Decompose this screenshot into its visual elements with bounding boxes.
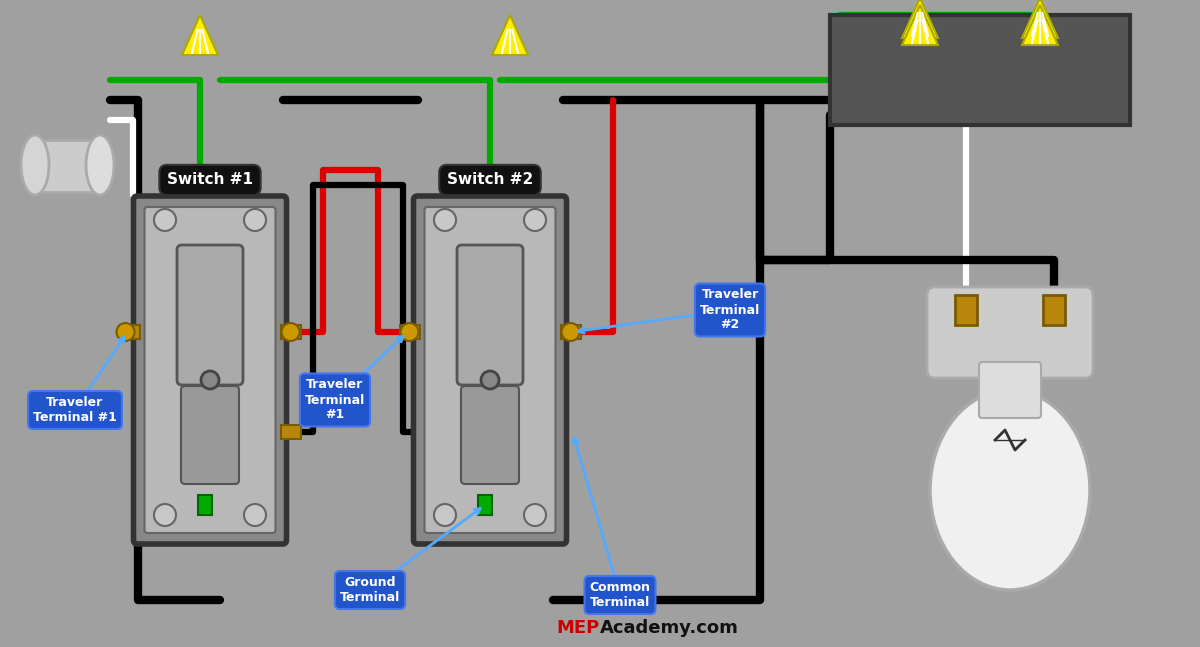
Circle shape xyxy=(524,209,546,231)
Polygon shape xyxy=(492,15,528,55)
FancyBboxPatch shape xyxy=(144,207,276,533)
Text: Switch #2: Switch #2 xyxy=(446,173,533,188)
Circle shape xyxy=(562,323,580,341)
Polygon shape xyxy=(1022,0,1058,38)
Bar xyxy=(400,325,420,339)
Text: MEP: MEP xyxy=(557,619,600,637)
Bar xyxy=(281,425,300,439)
Bar xyxy=(560,325,581,339)
FancyBboxPatch shape xyxy=(414,196,566,544)
Ellipse shape xyxy=(86,135,114,195)
Text: Traveler
Terminal
#1: Traveler Terminal #1 xyxy=(305,378,365,421)
Bar xyxy=(35,140,106,192)
Ellipse shape xyxy=(22,135,49,195)
Circle shape xyxy=(282,323,300,341)
FancyBboxPatch shape xyxy=(461,386,520,484)
FancyBboxPatch shape xyxy=(181,386,239,484)
Circle shape xyxy=(434,209,456,231)
Text: Common
Terminal: Common Terminal xyxy=(589,581,650,609)
Circle shape xyxy=(244,209,266,231)
Polygon shape xyxy=(182,15,218,55)
Text: Academy.com: Academy.com xyxy=(600,619,739,637)
FancyBboxPatch shape xyxy=(457,245,523,385)
Circle shape xyxy=(202,371,220,389)
Ellipse shape xyxy=(930,390,1090,590)
FancyBboxPatch shape xyxy=(928,287,1093,378)
Bar xyxy=(830,15,1130,125)
Circle shape xyxy=(154,504,176,526)
FancyBboxPatch shape xyxy=(979,362,1042,418)
Circle shape xyxy=(116,323,134,341)
Circle shape xyxy=(524,504,546,526)
Bar xyxy=(1043,295,1066,325)
Polygon shape xyxy=(1020,20,1060,55)
Bar xyxy=(198,495,212,515)
Bar xyxy=(120,325,139,339)
Bar xyxy=(955,295,977,325)
Circle shape xyxy=(154,209,176,231)
Polygon shape xyxy=(1022,5,1058,45)
Text: Ground
Terminal: Ground Terminal xyxy=(340,576,400,604)
Bar xyxy=(478,495,492,515)
Text: Traveler
Terminal
#2: Traveler Terminal #2 xyxy=(700,289,760,331)
FancyBboxPatch shape xyxy=(178,245,242,385)
Bar xyxy=(281,325,300,339)
Circle shape xyxy=(481,371,499,389)
Text: Switch #1: Switch #1 xyxy=(167,173,253,188)
FancyBboxPatch shape xyxy=(425,207,556,533)
Text: Traveler
Terminal #1: Traveler Terminal #1 xyxy=(34,396,116,424)
Polygon shape xyxy=(900,20,935,55)
Polygon shape xyxy=(902,5,938,45)
Circle shape xyxy=(434,504,456,526)
Polygon shape xyxy=(902,0,938,38)
Circle shape xyxy=(401,323,419,341)
Circle shape xyxy=(244,504,266,526)
FancyBboxPatch shape xyxy=(133,196,287,544)
